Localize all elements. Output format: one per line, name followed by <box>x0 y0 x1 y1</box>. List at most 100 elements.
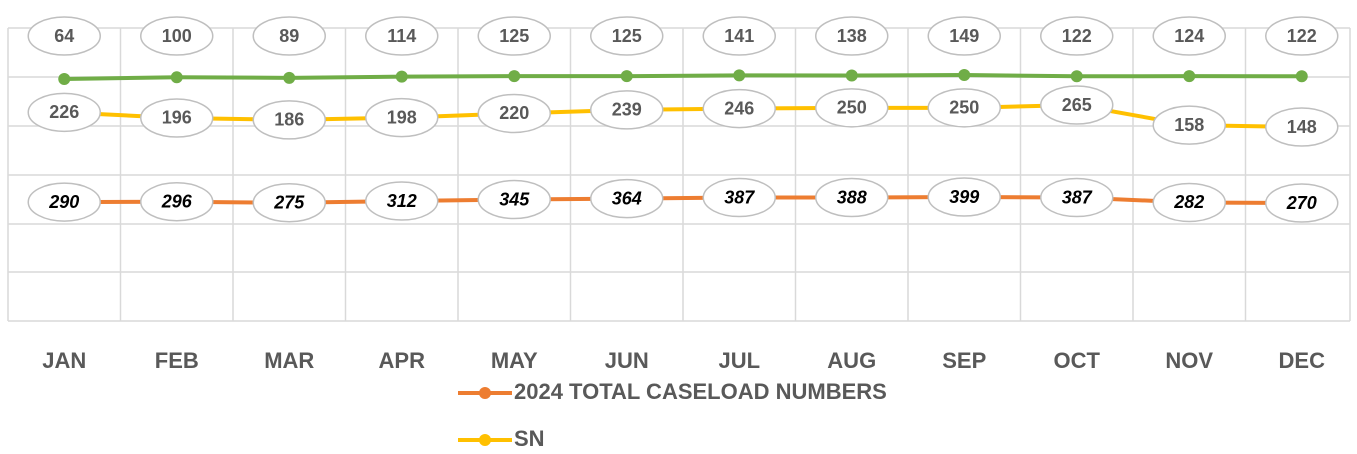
data-label-bubble <box>27 182 101 222</box>
data-label-bubble <box>365 16 439 56</box>
data-label-bubble <box>1040 85 1114 125</box>
data-label: 290 <box>48 192 79 212</box>
point <box>958 69 971 81</box>
point <box>845 69 858 82</box>
data-label: 226 <box>49 102 79 122</box>
point <box>1295 70 1308 83</box>
data-label-bubble <box>1152 16 1226 56</box>
data-label: 125 <box>499 26 529 46</box>
data-label-bubble <box>927 177 1001 217</box>
data-label-bubble <box>1040 177 1114 218</box>
point <box>283 71 296 84</box>
x-tick-label: APR <box>379 348 426 373</box>
data-label-bubble <box>702 16 776 56</box>
x-tick-label: NOV <box>1165 348 1213 373</box>
data-label: 220 <box>499 103 529 123</box>
data-label: 399 <box>949 187 979 207</box>
data-label: 124 <box>1174 26 1204 46</box>
data-label-bubble <box>1040 16 1114 56</box>
point <box>170 71 183 84</box>
data-label: 312 <box>387 191 417 211</box>
data-label-bubble <box>140 98 214 138</box>
data-label: 125 <box>612 26 642 46</box>
data-label: 64 <box>54 26 74 46</box>
data-label: 388 <box>837 187 867 207</box>
data-label: 89 <box>279 26 299 46</box>
x-tick-label: OCT <box>1054 348 1101 373</box>
data-label-bubble <box>927 88 1001 128</box>
data-label-bubble <box>590 90 664 130</box>
point <box>1183 70 1196 83</box>
data-label-bubble <box>140 182 214 222</box>
series: 290 296 275 312 345 364 387 388 399 387 282 270 <box>27 177 1339 223</box>
data-label: 196 <box>162 108 192 128</box>
data-label-bubble <box>477 16 551 56</box>
data-label-bubble <box>815 177 889 218</box>
point <box>395 70 408 83</box>
x-tick-label: DEC <box>1279 348 1326 373</box>
data-label: 198 <box>387 107 417 127</box>
data-label: 158 <box>1174 115 1204 135</box>
data-label-bubble <box>815 88 889 128</box>
grid <box>8 27 1350 322</box>
legend-marker <box>479 387 491 399</box>
data-label-bubble <box>365 181 439 221</box>
data-label-bubble <box>1265 16 1339 56</box>
data-label: 282 <box>1173 192 1204 212</box>
data-label: 114 <box>387 26 416 46</box>
point <box>620 70 633 83</box>
data-label-bubble <box>140 16 214 56</box>
point <box>733 69 746 82</box>
data-label-bubble <box>815 16 889 56</box>
data-label: 296 <box>161 192 193 212</box>
data-label: 148 <box>1287 117 1317 137</box>
legend-label: 2024 TOTAL CASELOAD NUMBERS <box>514 379 887 404</box>
x-tick-label: SEP <box>942 348 986 373</box>
data-label: 270 <box>1286 193 1317 213</box>
data-label-bubble <box>1152 105 1226 145</box>
data-label-bubble <box>27 92 101 133</box>
series-line <box>64 72 1302 81</box>
data-label-bubble <box>252 100 326 140</box>
data-label-bubble <box>27 16 101 56</box>
data-label: 364 <box>612 188 642 208</box>
data-label-bubble <box>702 177 776 218</box>
data-label-bubble <box>252 16 326 56</box>
x-tick-label: MAY <box>491 348 538 373</box>
data-label: 138 <box>837 26 867 46</box>
data-label-bubble <box>590 178 664 219</box>
data-label: 275 <box>273 193 305 213</box>
data-label: 141 <box>724 26 754 46</box>
data-label: 149 <box>949 26 979 46</box>
data-label-bubble <box>702 88 776 129</box>
point <box>58 73 71 85</box>
data-label-bubble <box>477 179 551 220</box>
data-label: 250 <box>949 98 979 118</box>
x-tick-label: MAR <box>264 348 314 373</box>
data-label: 186 <box>274 110 304 130</box>
x-tick-label: AUG <box>827 348 876 373</box>
data-label-bubble <box>1265 183 1339 223</box>
data-label: 100 <box>162 26 192 46</box>
data-label: 122 <box>1287 26 1317 46</box>
point <box>1070 70 1083 83</box>
x-tick-label: FEB <box>155 348 199 373</box>
data-label-bubble <box>1265 107 1339 147</box>
data-label: 345 <box>499 189 530 209</box>
data-label-bubble <box>365 97 439 138</box>
series: 64 100 89 114 125 125 141 138 149 122 124 122 <box>27 16 1339 85</box>
x-tick-label: JUN <box>605 348 649 373</box>
data-label-bubble <box>1152 182 1226 223</box>
x-tick-label: JUL <box>718 348 760 373</box>
legend-marker <box>479 434 491 446</box>
series: 226 196 186 198 220 239 246 250 250 265 158 148 <box>27 85 1339 147</box>
legend-label: SN <box>514 426 545 451</box>
data-label: 387 <box>1062 187 1093 207</box>
data-label-bubble <box>590 16 664 56</box>
data-label: 387 <box>724 187 755 207</box>
data-label: 122 <box>1062 26 1092 46</box>
x-tick-label: JAN <box>42 348 86 373</box>
data-label-bubble <box>927 16 1001 56</box>
data-label: 239 <box>612 100 642 120</box>
